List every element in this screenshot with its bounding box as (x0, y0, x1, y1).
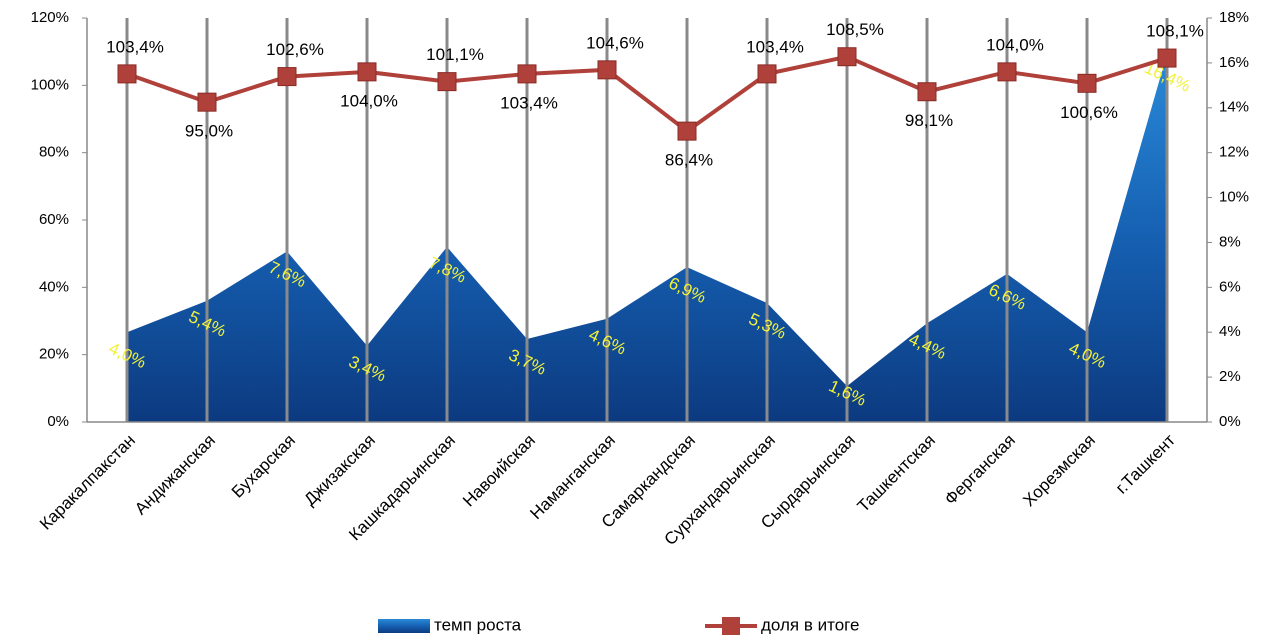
x-tick-label: г.Ташкент (1112, 430, 1179, 497)
line-value-label: 95,0% (185, 122, 233, 141)
line-value-label: 101,1% (426, 45, 484, 64)
marker (517, 64, 537, 84)
line-value-label: 108,1% (1146, 22, 1204, 41)
marker (277, 67, 297, 87)
marker (117, 64, 137, 84)
area (127, 53, 1167, 423)
y2-tick-label: 10% (1219, 189, 1249, 206)
x-tick-label: Ферганская (941, 431, 1019, 509)
x-tick-label: Наманганская (526, 431, 619, 524)
x-tick-label: Джизакская (300, 431, 379, 510)
marker (677, 121, 697, 141)
y-tick-label: 0% (47, 413, 69, 430)
line-value-label: 103,4% (500, 93, 558, 112)
x-tick-label: Андижанская (131, 431, 219, 519)
line-value-label: 104,0% (986, 35, 1044, 54)
legend-label: доля в итоге (761, 615, 859, 634)
y-tick-label: 60% (39, 211, 69, 228)
marker (597, 60, 617, 80)
x-tick-label: Навоийская (459, 431, 539, 511)
line (126, 54, 1168, 134)
y-tick-label: 40% (39, 278, 69, 295)
y2-tick-label: 12% (1219, 144, 1249, 161)
line-value-label: 102,6% (266, 40, 324, 59)
x-tick-label: Бухарская (228, 431, 299, 502)
marker (1157, 48, 1177, 68)
line-value-label: 108,5% (826, 20, 884, 39)
line-value-label: 86,4% (665, 151, 713, 170)
line-value-label: 103,4% (746, 37, 804, 56)
legend-swatch (722, 617, 740, 635)
y2-tick-label: 6% (1219, 278, 1241, 295)
marker (917, 82, 937, 102)
line-value-label: 104,6% (586, 33, 644, 52)
line-value-label: 104,0% (340, 91, 398, 110)
y-tick-label: 80% (39, 144, 69, 161)
y-tick-label: 20% (39, 346, 69, 363)
marker (837, 47, 857, 67)
marker (1077, 73, 1097, 93)
line-value-label: 103,4% (106, 37, 164, 56)
y2-tick-label: 14% (1219, 99, 1249, 116)
legend-label: темп роста (434, 615, 522, 634)
y-tick-label: 120% (31, 9, 69, 26)
y2-tick-label: 0% (1219, 413, 1241, 430)
y-tick-label: 100% (31, 76, 69, 93)
marker (757, 64, 777, 84)
line-value-label: 100,6% (1060, 103, 1118, 122)
y2-tick-label: 16% (1219, 54, 1249, 71)
y2-tick-label: 18% (1219, 9, 1249, 26)
y2-tick-label: 2% (1219, 368, 1241, 385)
marker (997, 62, 1017, 82)
x-tick-label: Каракалпакстан (36, 431, 139, 534)
marker (197, 92, 217, 112)
y2-tick-label: 4% (1219, 323, 1241, 340)
marker (357, 62, 377, 82)
x-tick-label: Ташкентская (854, 431, 939, 516)
x-tick-label: Хорезмская (1019, 431, 1099, 511)
line-value-label: 98,1% (905, 111, 953, 130)
marker (437, 72, 457, 92)
y2-tick-label: 8% (1219, 233, 1241, 250)
legend-swatch (378, 619, 430, 633)
